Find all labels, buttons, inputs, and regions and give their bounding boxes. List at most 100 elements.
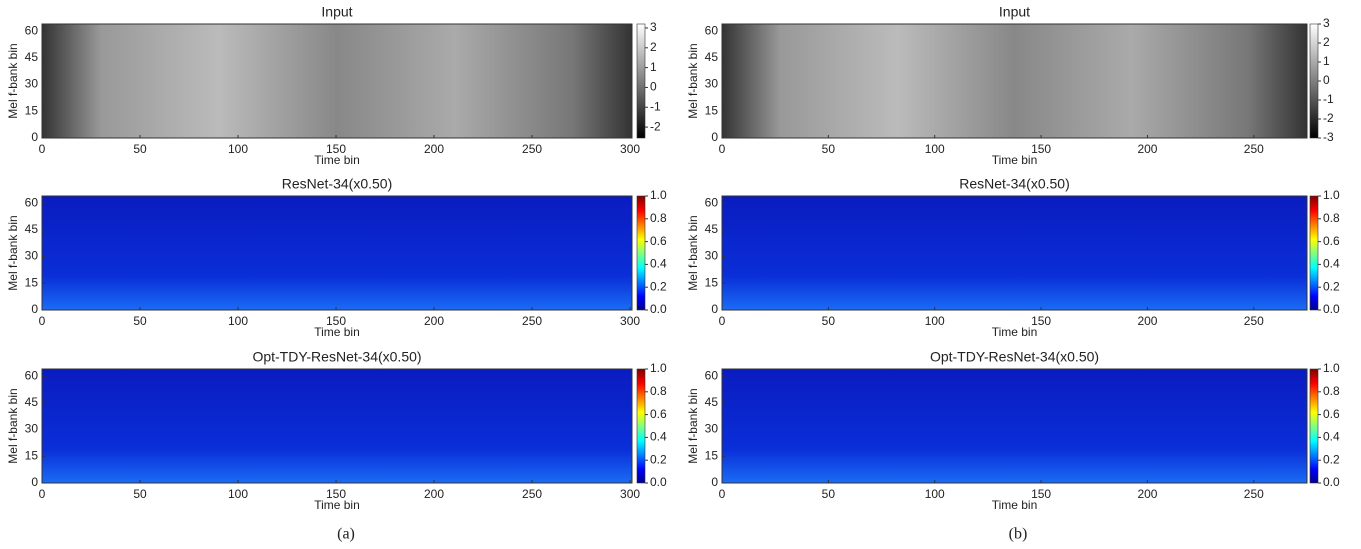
x-tick-label: 100 <box>228 314 248 328</box>
panel-title: ResNet-34(x0.50) <box>959 176 1070 192</box>
colorbar-tick-label: 0 <box>650 80 657 94</box>
y-tick-label: 60 <box>25 23 39 37</box>
colorbar-tick-label: -3 <box>1323 130 1334 144</box>
x-tick-label: 250 <box>522 487 542 501</box>
y-tick-label: 15 <box>25 275 39 289</box>
colorbar <box>636 23 646 139</box>
plot-frame <box>721 195 1308 311</box>
y-tick-label: 0 <box>31 475 38 489</box>
y-tick-label: 60 <box>25 368 39 382</box>
y-tick-label: 0 <box>711 475 718 489</box>
colorbar-tick-label: 2 <box>1323 35 1330 49</box>
x-tick-label: 150 <box>326 314 346 328</box>
subfigure-caption: (a) <box>337 526 355 543</box>
colorbar-tick-label: 0.4 <box>1323 257 1340 271</box>
x-tick-label: 100 <box>228 487 248 501</box>
colorbar-tick-label: 0.2 <box>1323 279 1340 293</box>
y-axis-label: Mel f-bank bin <box>6 388 20 463</box>
colorbar-tick-label: 0.8 <box>650 211 667 225</box>
x-axis-label: Time bin <box>992 325 1038 339</box>
x-axis-label: Time bin <box>992 498 1038 512</box>
x-tick-label: 0 <box>39 487 46 501</box>
colorbar <box>1309 23 1319 139</box>
y-tick-label: 60 <box>705 368 719 382</box>
colorbar-tick-label: 0.4 <box>650 257 667 271</box>
colorbar-tick-label: -1 <box>1323 92 1334 106</box>
colorbar-tick-label: 0.0 <box>650 302 667 316</box>
plot-frame <box>721 23 1308 139</box>
x-tick-label: 150 <box>326 142 346 156</box>
colorbar-tick-label: 0.8 <box>650 384 667 398</box>
colorbar-tick-label: 0.8 <box>1323 384 1340 398</box>
x-tick-label: 50 <box>822 142 836 156</box>
colorbar-tick-label: 0.0 <box>650 475 667 489</box>
colorbar <box>1309 368 1319 484</box>
colorbar-tick-label: 0.0 <box>1323 475 1340 489</box>
y-tick-label: 60 <box>705 195 719 209</box>
x-tick-label: 200 <box>1137 142 1157 156</box>
y-tick-label: 30 <box>25 249 39 263</box>
x-tick-label: 250 <box>1244 487 1264 501</box>
y-tick-label: 0 <box>31 302 38 316</box>
subfigure-caption: (b) <box>1009 526 1028 543</box>
plot-frame <box>721 368 1308 484</box>
colorbar-tick-label: 1 <box>650 60 657 74</box>
y-tick-label: 30 <box>25 77 39 91</box>
x-tick-label: 100 <box>925 142 945 156</box>
y-tick-label: 45 <box>25 50 39 64</box>
y-axis-label: Mel f-bank bin <box>686 43 700 118</box>
y-axis-label: Mel f-bank bin <box>6 43 20 118</box>
y-tick-label: 60 <box>25 195 39 209</box>
x-tick-label: 150 <box>1031 487 1051 501</box>
colorbar-tick-label: 3 <box>650 20 657 34</box>
x-tick-label: 150 <box>326 487 346 501</box>
y-tick-label: 15 <box>705 275 719 289</box>
x-tick-label: 200 <box>1137 314 1157 328</box>
x-tick-label: 250 <box>522 314 542 328</box>
x-tick-label: 50 <box>822 314 836 328</box>
colorbar-tick-label: -2 <box>650 119 661 133</box>
x-tick-label: 200 <box>424 487 444 501</box>
x-tick-label: 50 <box>133 142 147 156</box>
colorbar-tick-label: 1 <box>1323 54 1330 68</box>
panel-title: Opt-TDY-ResNet-34(x0.50) <box>252 349 421 365</box>
colorbar-tick-label: 0.8 <box>1323 211 1340 225</box>
colorbar-tick-label: 1.0 <box>1323 188 1340 202</box>
colorbar-tick-label: 1.0 <box>650 361 667 375</box>
x-tick-label: 300 <box>620 487 640 501</box>
colorbar <box>636 195 646 311</box>
x-tick-label: 100 <box>925 314 945 328</box>
x-tick-label: 0 <box>719 142 726 156</box>
y-tick-label: 15 <box>705 103 719 117</box>
colorbar <box>1309 195 1319 311</box>
y-tick-label: 30 <box>25 422 39 436</box>
panel-title: Opt-TDY-ResNet-34(x0.50) <box>930 349 1099 365</box>
x-tick-label: 100 <box>925 487 945 501</box>
x-tick-label: 250 <box>1244 314 1264 328</box>
y-tick-label: 30 <box>705 422 719 436</box>
x-axis-label: Time bin <box>314 153 360 167</box>
y-tick-label: 60 <box>705 23 719 37</box>
heatmap-image <box>722 24 1307 138</box>
x-axis-label: Time bin <box>314 498 360 512</box>
y-tick-label: 15 <box>705 448 719 462</box>
colorbar-tick-label: 0.4 <box>1323 430 1340 444</box>
y-tick-label: 15 <box>25 103 39 117</box>
colorbar-tick-label: 1.0 <box>1323 361 1340 375</box>
y-tick-label: 30 <box>705 249 719 263</box>
x-tick-label: 50 <box>822 487 836 501</box>
colorbar-tick-label: -1 <box>650 99 661 113</box>
colorbar-tick-label: 0.2 <box>1323 452 1340 466</box>
heatmap-image <box>722 196 1307 310</box>
x-tick-label: 0 <box>39 142 46 156</box>
x-tick-label: 150 <box>1031 142 1051 156</box>
x-tick-label: 250 <box>522 142 542 156</box>
y-tick-label: 0 <box>711 302 718 316</box>
plot-frame <box>41 23 633 139</box>
colorbar-tick-label: 0.2 <box>650 279 667 293</box>
y-tick-label: 45 <box>25 395 39 409</box>
colorbar-tick-label: 0 <box>1323 73 1330 87</box>
y-axis-label: Mel f-bank bin <box>686 215 700 290</box>
x-tick-label: 0 <box>719 487 726 501</box>
